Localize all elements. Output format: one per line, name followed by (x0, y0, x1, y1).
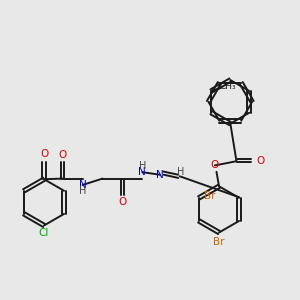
Text: O: O (118, 197, 127, 207)
Text: N: N (138, 167, 146, 177)
Text: N: N (156, 170, 164, 180)
Text: N: N (79, 180, 86, 190)
Text: O: O (58, 150, 67, 160)
Text: H: H (79, 186, 86, 196)
Text: CH₃: CH₃ (220, 82, 236, 91)
Text: H: H (177, 167, 184, 176)
Text: Br: Br (213, 236, 225, 247)
Text: Cl: Cl (39, 229, 49, 238)
Text: O: O (40, 149, 48, 160)
Text: H: H (139, 161, 146, 171)
Text: Br: Br (203, 191, 215, 201)
Text: O: O (256, 156, 264, 166)
Text: O: O (211, 160, 219, 170)
